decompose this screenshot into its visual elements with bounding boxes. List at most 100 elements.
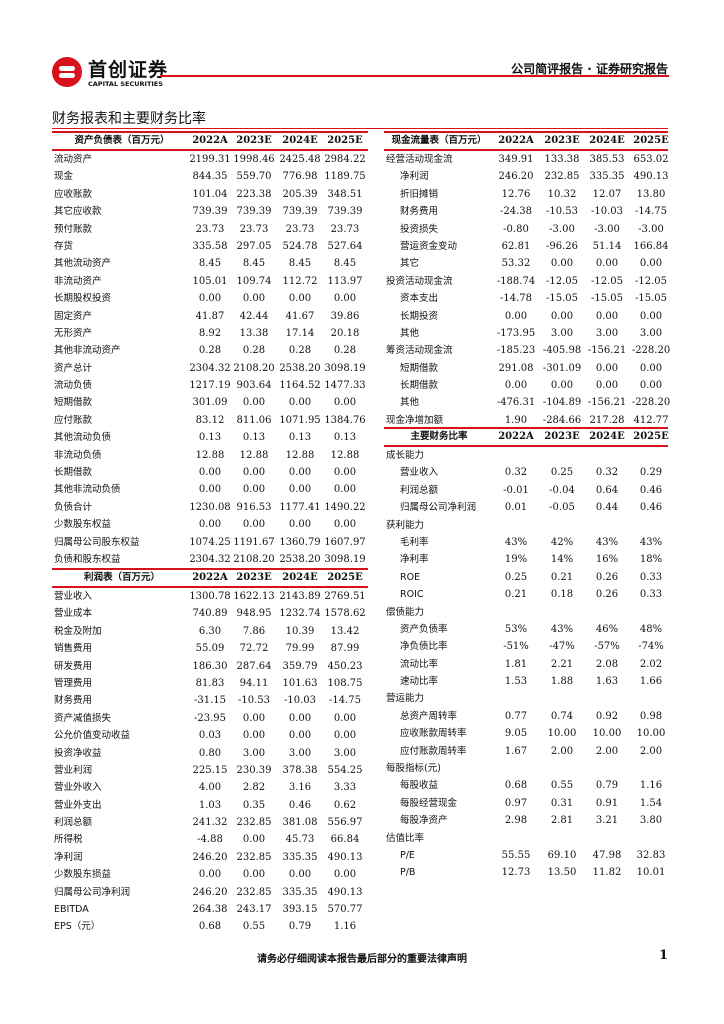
row-value: 0.68 — [504, 780, 528, 792]
row-value: 55.55 — [501, 849, 531, 861]
table-row: 税金及附加 6.30 7.86 10.39 13.42 — [52, 623, 368, 640]
row-value: 186.30 — [192, 660, 228, 672]
row-value: 79.99 — [285, 643, 315, 655]
report-type: 公司简评报告 · 证券研究报告 — [511, 62, 668, 76]
row-value: 0.13 — [333, 432, 357, 444]
row-value: 0.44 — [595, 502, 619, 514]
row-value: 9.05 — [504, 728, 528, 740]
row-value: 349.91 — [498, 154, 534, 165]
row-value: 0.00 — [333, 869, 357, 881]
row-value: 0.00 — [288, 712, 312, 724]
row-label: 应付账款周转率 — [400, 745, 467, 757]
row-label: 营业收入 — [400, 467, 439, 479]
column-header-year: 2022A — [192, 135, 228, 146]
row-label: 资本支出 — [400, 293, 439, 305]
table-row: 研发费用 186.30 287.64 359.79 450.23 — [52, 658, 368, 675]
row-value: -74% — [638, 641, 664, 653]
row-value: -96.26 — [545, 240, 578, 252]
row-value: -3.00 — [638, 223, 664, 235]
logo-text-en: CAPITAL SECURITIES — [88, 80, 163, 88]
row-value: 8.45 — [288, 258, 312, 270]
table-row: 流动资产 2199.31 1998.46 2425.48 2984.22 — [52, 151, 368, 168]
table-row: 应付账款周转率 1.67 2.00 2.00 2.00 — [384, 743, 668, 760]
table-row: 资产总计 2304.32 2108.20 2538.20 3098.19 — [52, 360, 368, 377]
row-value: 903.64 — [236, 380, 272, 392]
row-value: 0.80 — [198, 747, 222, 759]
row-value: -0.04 — [549, 484, 575, 496]
row-value: 0.97 — [504, 797, 528, 809]
row-value: 0.00 — [198, 467, 222, 479]
row-value: 3.80 — [639, 815, 663, 827]
row-value: 0.01 — [504, 502, 528, 514]
row-value: -156.21 — [587, 397, 627, 409]
column-header-year: 2022A — [498, 431, 534, 442]
row-value: 490.13 — [633, 171, 669, 183]
column-header-label: 利润表（百万元） — [83, 572, 160, 583]
table-row: 每股净资产 2.98 2.81 3.21 3.80 — [384, 812, 668, 829]
row-value: 1.54 — [639, 797, 663, 809]
row-value: 43% — [550, 623, 574, 635]
table-row: 销售费用 55.09 72.72 79.99 87.99 — [52, 640, 368, 657]
row-label: 流动负债 — [54, 380, 93, 392]
row-value: 2.98 — [504, 815, 528, 827]
row-value: 113.97 — [327, 275, 363, 287]
row-label: 获利能力 — [386, 519, 425, 531]
row-value: 2.00 — [639, 745, 663, 757]
column-header-year: 2025E — [327, 135, 363, 146]
table-row: 应收账款周转率 9.05 10.00 10.00 10.00 — [384, 725, 668, 742]
row-label: 非流动负债 — [54, 449, 102, 461]
row-value: 0.55 — [550, 780, 574, 792]
table-row: 营业收入 0.32 0.25 0.32 0.29 — [384, 464, 668, 481]
logo-mark-icon — [52, 57, 82, 87]
row-value: 3.00 — [333, 747, 357, 759]
row-value: 223.38 — [236, 188, 272, 200]
row-value: 0.00 — [242, 834, 266, 846]
row-value: 3.16 — [288, 782, 312, 794]
row-value: 0.29 — [639, 467, 663, 479]
row-value: 12.76 — [501, 188, 531, 200]
table-row: 资本支出 -14.78 -15.05 -15.05 -15.05 — [384, 290, 668, 307]
row-value: 570.77 — [327, 904, 363, 916]
row-value: 0.00 — [550, 310, 574, 322]
row-label: 净利率 — [400, 554, 429, 566]
table-row: 估值比率 — [384, 830, 668, 847]
row-label: ROE — [400, 571, 421, 583]
table-row: 资产负债率 53% 43% 46% 48% — [384, 621, 668, 638]
row-value: 4.00 — [198, 782, 222, 794]
row-value: 0.18 — [550, 589, 574, 601]
row-label: 营业收入 — [54, 591, 93, 602]
row-value: 524.78 — [282, 240, 318, 252]
row-value: -15.05 — [545, 293, 578, 305]
row-value: 0.92 — [595, 710, 619, 722]
row-value: 0.74 — [550, 710, 574, 722]
table-row: 流动比率 1.81 2.21 2.08 2.02 — [384, 656, 668, 673]
table-row: EPS（元） 0.68 0.55 0.79 1.16 — [52, 918, 368, 935]
table-row: 净利率 19% 14% 16% 18% — [384, 551, 668, 568]
row-value: 1384.76 — [324, 414, 366, 426]
table-row: 现金 844.35 559.70 776.98 1189.75 — [52, 168, 368, 185]
row-value: 66.84 — [330, 834, 360, 846]
row-label: 负债合计 — [54, 501, 93, 513]
row-label: 营运能力 — [386, 693, 425, 705]
table-row: 每股指标(元) — [384, 760, 668, 777]
row-value: 0.46 — [639, 484, 663, 496]
row-label: 每股净资产 — [400, 815, 448, 827]
row-label: 净利润 — [54, 851, 83, 863]
table-header-row: 利润表（百万元） 2022A 2023E 2024E 2025E — [52, 568, 368, 588]
table-row: 预付账款 23.73 23.73 23.73 23.73 — [52, 221, 368, 238]
row-value: 105.01 — [192, 275, 228, 287]
row-value: 2984.22 — [324, 154, 366, 165]
row-value: 0.00 — [242, 293, 266, 305]
row-value: 19% — [504, 554, 528, 566]
row-value: 108.75 — [327, 677, 363, 689]
row-value: 0.00 — [595, 258, 619, 270]
row-value: -15.05 — [590, 293, 623, 305]
row-value: 301.09 — [192, 397, 228, 409]
row-value: 2143.89 — [279, 591, 321, 602]
column-header-label: 现金流量表（百万元） — [391, 135, 487, 146]
row-label: 营业外支出 — [54, 799, 102, 811]
row-label: 偿债能力 — [386, 606, 425, 618]
row-value: 8.45 — [198, 258, 222, 270]
row-value: -228.20 — [631, 397, 671, 409]
row-value: 45.73 — [285, 834, 315, 846]
